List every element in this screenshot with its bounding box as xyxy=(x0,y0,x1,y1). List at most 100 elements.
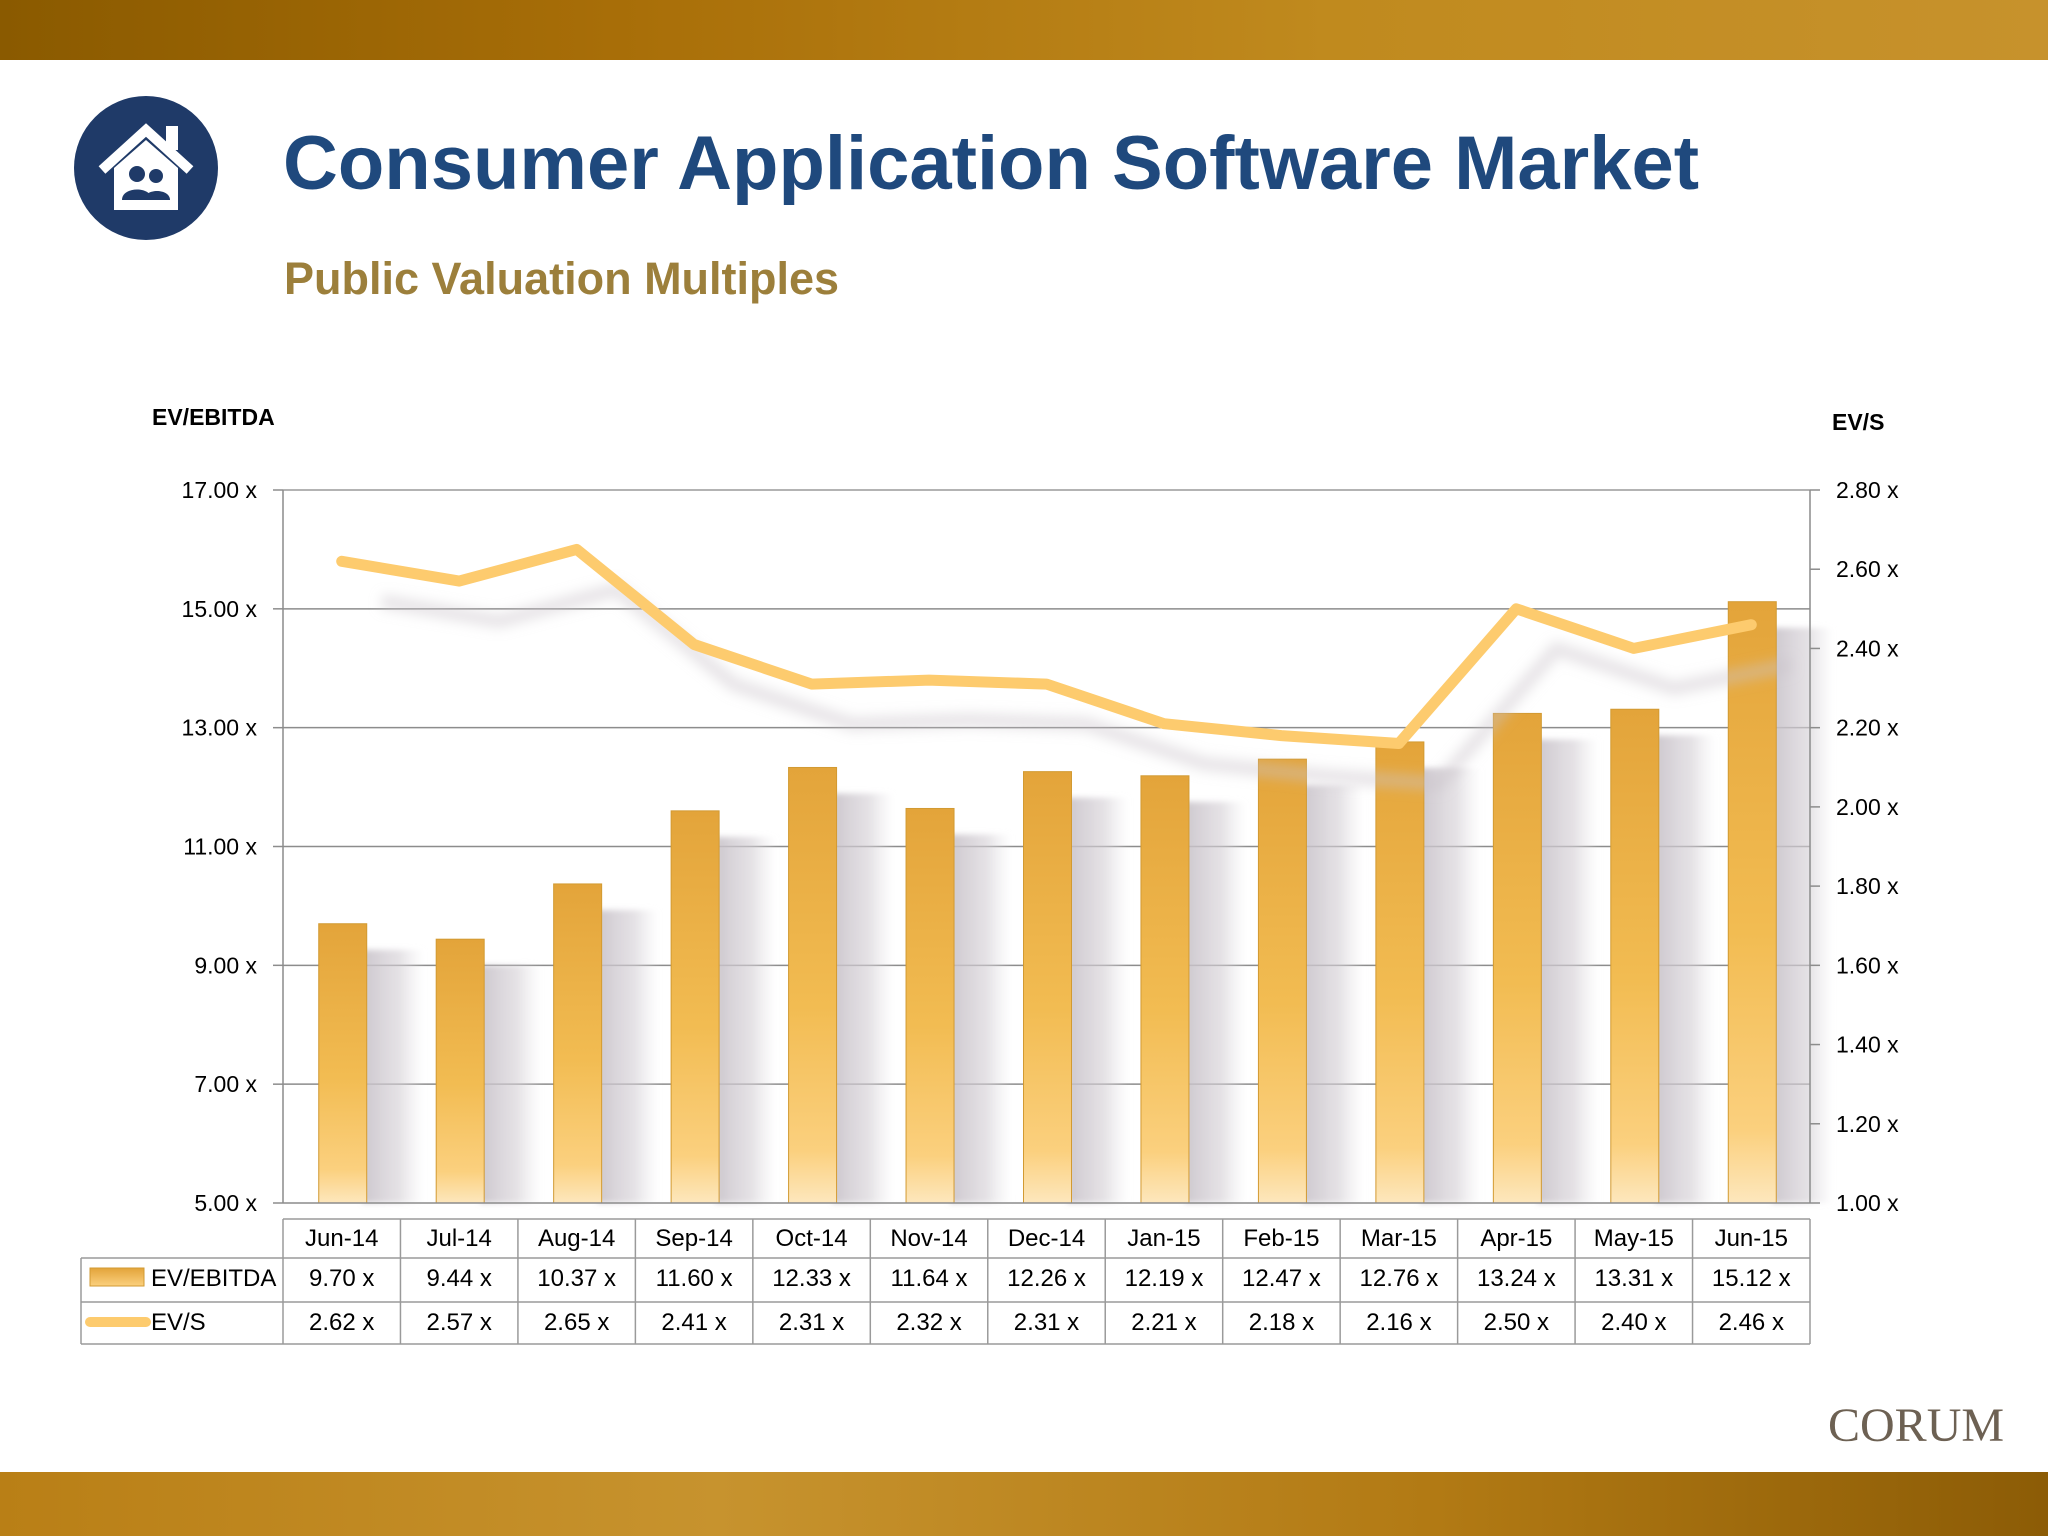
data-label-ev-s: 2.32 x xyxy=(896,1309,961,1336)
line-point xyxy=(1280,735,1282,737)
right-tick-label: 2.40 x xyxy=(1836,635,1899,661)
x-tick-label: Nov-14 xyxy=(890,1225,967,1252)
bar xyxy=(435,938,485,1204)
left-axis-ticks: 5.00 x 7.00 x 9.00 x 11.00 x 13.00 x 15.00 x 1… xyxy=(182,477,283,1216)
bar-series xyxy=(318,601,1777,1204)
data-label-ev-ebitda: 9.44 x xyxy=(426,1265,491,1292)
data-label-ev-s: 2.46 x xyxy=(1719,1309,1784,1336)
bar xyxy=(1140,775,1190,1204)
x-tick-label: Mar-15 xyxy=(1361,1225,1437,1252)
line-point xyxy=(1633,647,1635,649)
left-tick-label: 13.00 x xyxy=(182,715,258,741)
x-tick-label: Jul-14 xyxy=(427,1225,492,1252)
x-tick-label: Oct-14 xyxy=(776,1225,848,1252)
bar-shadow xyxy=(1067,797,1130,1203)
bar-shadows xyxy=(362,627,1835,1203)
data-label-ev-s: 2.57 x xyxy=(426,1309,491,1336)
data-label-ev-ebitda: 12.19 x xyxy=(1125,1265,1204,1292)
house-with-people-icon xyxy=(74,96,218,240)
data-label-ev-ebitda: 12.76 x xyxy=(1360,1265,1439,1292)
line-point xyxy=(928,679,930,681)
x-tick-label: Feb-15 xyxy=(1243,1225,1319,1252)
data-label-ev-ebitda: 15.12 x xyxy=(1712,1265,1791,1292)
left-tick-label: 17.00 x xyxy=(182,477,258,503)
data-label-ev-s: 2.16 x xyxy=(1366,1309,1431,1336)
line-point xyxy=(458,580,460,582)
bar-shadow xyxy=(832,793,895,1203)
data-label-ev-s: 2.65 x xyxy=(544,1309,609,1336)
data-label-ev-s: 2.21 x xyxy=(1131,1309,1196,1336)
bar xyxy=(1492,712,1542,1204)
data-label-ev-s: 2.18 x xyxy=(1249,1309,1314,1336)
legend-label-ev-ebitda: EV/EBITDA xyxy=(151,1265,276,1292)
bar-shadow xyxy=(597,909,660,1203)
line-point xyxy=(1750,624,1752,626)
left-tick-label: 7.00 x xyxy=(194,1071,257,1097)
bar-shadow xyxy=(1184,801,1247,1203)
bar xyxy=(1257,758,1307,1204)
bar xyxy=(1610,708,1660,1204)
line-point xyxy=(341,560,343,562)
line-point xyxy=(1163,723,1165,725)
data-label-ev-ebitda: 13.31 x xyxy=(1594,1265,1673,1292)
data-label-ev-ebitda: 12.47 x xyxy=(1242,1265,1321,1292)
data-label-ev-ebitda: 12.33 x xyxy=(772,1265,851,1292)
right-axis-ticks: 1.00 x 1.20 x 1.40 x 1.60 x 1.80 x 2.00 x 2.20… xyxy=(1810,477,1899,1216)
legend-label-ev-s: EV/S xyxy=(151,1309,206,1336)
corum-logo: CORUM xyxy=(1828,1399,2005,1452)
right-tick-label: 2.20 x xyxy=(1836,715,1899,741)
page-subtitle: Public Valuation Multiples xyxy=(284,253,840,304)
data-label-ev-s: 2.31 x xyxy=(779,1309,844,1336)
data-label-ev-ebitda: 11.60 x xyxy=(656,1265,733,1292)
line-point xyxy=(693,643,695,645)
data-label-ev-s: 2.50 x xyxy=(1484,1309,1549,1336)
bar xyxy=(670,810,720,1204)
x-tick-label: May-15 xyxy=(1594,1225,1674,1252)
bar-shadow xyxy=(1654,735,1717,1203)
bar-shadow xyxy=(1419,767,1482,1203)
bar xyxy=(318,923,368,1204)
x-tick-label: Jun-14 xyxy=(305,1225,378,1252)
right-tick-label: 1.80 x xyxy=(1836,873,1899,899)
bar-shadow xyxy=(1302,785,1365,1203)
line-point xyxy=(1046,683,1047,685)
bar xyxy=(905,807,955,1204)
right-tick-label: 1.60 x xyxy=(1836,952,1899,978)
legend-key-ev-ebitda xyxy=(89,1267,145,1287)
data-table: Jun-14 9.70 x 2.62 x Jul-14 9.44 x 2.57 x Aug-… xyxy=(80,1218,1811,1345)
right-tick-label: 1.40 x xyxy=(1836,1032,1899,1058)
data-label-ev-ebitda: 12.26 x xyxy=(1007,1265,1086,1292)
bar xyxy=(1023,771,1072,1204)
line-point xyxy=(811,683,813,685)
data-label-ev-s: 2.41 x xyxy=(661,1309,726,1336)
x-tick-label: Aug-14 xyxy=(538,1225,615,1252)
bottom-band xyxy=(0,1472,2048,1536)
left-tick-label: 11.00 x xyxy=(183,834,257,860)
left-tick-label: 15.00 x xyxy=(182,596,258,622)
right-tick-label: 2.00 x xyxy=(1836,794,1899,820)
x-tick-label: Apr-15 xyxy=(1480,1225,1552,1252)
left-axis-title: EV/EBITDA xyxy=(152,404,275,430)
bar xyxy=(788,766,838,1204)
left-tick-label: 9.00 x xyxy=(194,952,257,978)
x-tick-label: Jan-15 xyxy=(1127,1225,1200,1252)
bar-shadow xyxy=(1772,627,1835,1203)
bar xyxy=(553,883,603,1204)
right-tick-label: 2.80 x xyxy=(1836,477,1899,503)
data-label-ev-s: 2.62 x xyxy=(309,1309,374,1336)
bar-shadow xyxy=(1537,739,1600,1203)
line-point xyxy=(576,548,578,550)
page-title: Consumer Application Software Market xyxy=(283,121,1700,206)
data-label-ev-s: 2.31 x xyxy=(1014,1309,1079,1336)
x-tick-label: Dec-14 xyxy=(1008,1225,1085,1252)
data-label-ev-s: 2.40 x xyxy=(1601,1309,1666,1336)
data-label-ev-ebitda: 9.70 x xyxy=(309,1265,374,1292)
x-tick-label: Sep-14 xyxy=(655,1225,732,1252)
bar xyxy=(1727,601,1777,1204)
right-tick-label: 2.60 x xyxy=(1836,556,1899,582)
right-axis-title: EV/S xyxy=(1832,409,1884,435)
line-point xyxy=(1398,743,1400,745)
bar-shadow xyxy=(715,836,778,1203)
line-shadow xyxy=(380,582,1793,791)
right-tick-label: 1.00 x xyxy=(1836,1190,1899,1216)
